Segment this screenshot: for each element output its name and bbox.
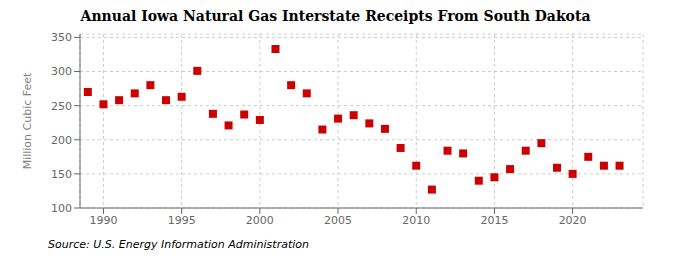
svg-text:300: 300 — [51, 65, 72, 78]
svg-text:2015: 2015 — [480, 214, 508, 227]
svg-text:2000: 2000 — [246, 214, 274, 227]
svg-text:1990: 1990 — [89, 214, 117, 227]
svg-text:1995: 1995 — [168, 214, 196, 227]
svg-text:350: 350 — [51, 31, 72, 44]
svg-text:100: 100 — [51, 202, 72, 215]
svg-text:2020: 2020 — [559, 214, 587, 227]
svg-text:2010: 2010 — [402, 214, 430, 227]
html-text:Annual Iowa Natural Gas Inters: Annual Iowa Natural Gas Interstate Recei… — [80, 8, 591, 24]
svg-text:200: 200 — [51, 134, 72, 147]
svg-text:150: 150 — [51, 168, 72, 181]
svg-text:250: 250 — [51, 100, 72, 113]
svg-text:2005: 2005 — [324, 214, 352, 227]
svg-text:Million Cubic Feet: Million Cubic Feet — [21, 72, 34, 169]
html-text:Source: U.S. Energy Informatio: Source: U.S. Energy Information Administ… — [48, 238, 309, 251]
